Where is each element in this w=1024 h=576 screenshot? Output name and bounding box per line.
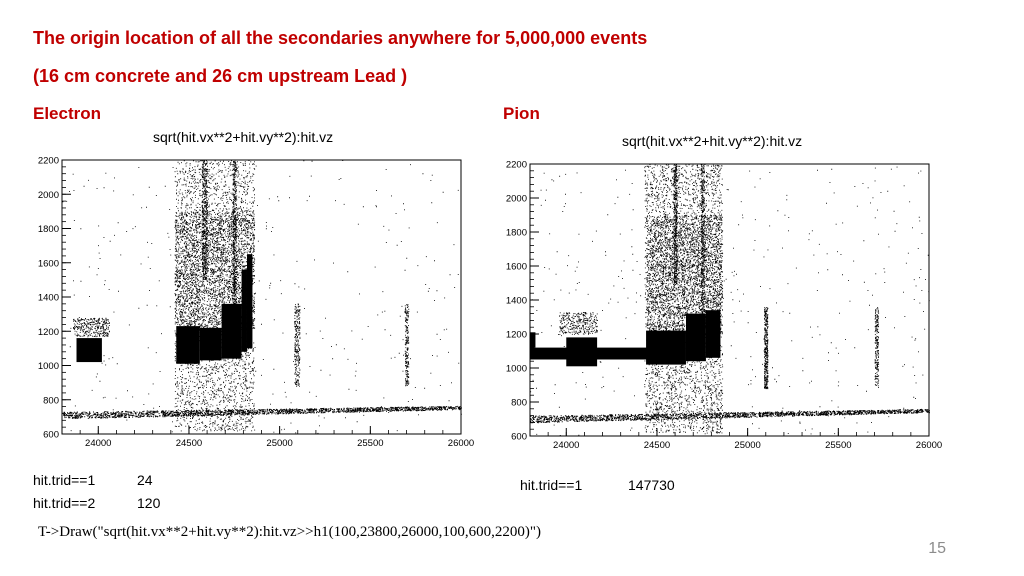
panel-label-pion: Pion <box>503 104 540 123</box>
page-number: 15 <box>928 540 946 557</box>
dense-hit-region <box>199 327 222 361</box>
dense-hit-region <box>221 303 242 359</box>
x-tick-label: 24000 <box>85 438 111 449</box>
y-tick-label: 1800 <box>506 228 527 239</box>
stat-value: 120 <box>137 495 161 511</box>
y-tick-label: 1800 <box>38 224 59 235</box>
y-tick-label: 800 <box>43 395 59 406</box>
x-tick-label: 25000 <box>734 440 760 451</box>
y-tick-label: 1000 <box>38 361 59 372</box>
dense-hit-region <box>566 337 598 367</box>
draw-command: T->Draw("sqrt(hit.vx**2+hit.vy**2):hit.v… <box>38 524 541 540</box>
y-tick-label: 2200 <box>506 160 527 171</box>
panel-label-electron: Electron <box>33 104 102 123</box>
x-tick-label: 24500 <box>644 440 670 451</box>
y-tick-label: 1400 <box>38 293 59 304</box>
y-tick-label: 2200 <box>38 156 59 167</box>
slide-title-line2: (16 cm concrete and 26 cm upstream Lead … <box>33 66 408 86</box>
dense-hit-region <box>530 332 536 348</box>
y-tick-label: 600 <box>43 430 59 441</box>
dense-hit-region <box>646 330 686 365</box>
dense-hit-region <box>705 310 721 358</box>
y-tick-label: 600 <box>511 432 527 443</box>
slide-title-line1: The origin location of all the secondari… <box>33 28 648 48</box>
stat-row: hit.trid==2 120 <box>33 495 160 511</box>
y-tick-label: 2000 <box>38 190 59 201</box>
plot-title: sqrt(hit.vx**2+hit.vy**2):hit.vz <box>622 133 803 149</box>
scatter-points <box>62 160 463 434</box>
y-tick-label: 1200 <box>38 327 59 338</box>
dense-hit-region <box>530 347 679 360</box>
y-tick-label: 1600 <box>506 262 527 273</box>
x-tick-label: 25500 <box>825 440 851 451</box>
stat-row: hit.trid==1 24 <box>33 472 153 488</box>
stat-value: 147730 <box>628 477 675 493</box>
stat-name: hit.trid==2 <box>33 495 96 511</box>
dense-hit-region <box>176 326 200 364</box>
stat-value: 24 <box>137 472 153 488</box>
scatter-points <box>530 164 930 437</box>
y-tick-label: 800 <box>511 398 527 409</box>
y-tick-label: 1400 <box>506 296 527 307</box>
sparse-hits <box>62 160 463 434</box>
stat-name: hit.trid==1 <box>33 472 96 488</box>
x-tick-label: 25500 <box>357 438 383 449</box>
stat-row: hit.trid==1 147730 <box>520 477 675 493</box>
pion-scatter-plot: 24000 24500 25000 25500 26000 600 800 1000 1200 1… <box>506 160 942 452</box>
y-tick-label: 1000 <box>506 364 527 375</box>
y-tick-label: 1600 <box>38 258 59 269</box>
x-tick-label: 24000 <box>553 440 579 451</box>
plot-title: sqrt(hit.vx**2+hit.vy**2):hit.vz <box>153 129 334 145</box>
y-tick-label: 2000 <box>506 194 527 205</box>
dense-hit-region <box>241 269 247 352</box>
electron-scatter-plot: 24000 24500 25000 25500 26000 600 800 1000 1200 1… <box>38 156 474 450</box>
dense-hit-region <box>685 313 706 362</box>
dense-hit-region <box>246 254 253 349</box>
x-tick-label: 26000 <box>916 440 942 451</box>
plot-frame <box>529 163 930 437</box>
dense-hit-region <box>76 338 102 363</box>
x-tick-label: 25000 <box>266 438 292 449</box>
y-tick-label: 1200 <box>506 330 527 341</box>
stat-name: hit.trid==1 <box>520 477 583 493</box>
x-tick-label: 24500 <box>176 438 202 449</box>
x-tick-label: 26000 <box>448 438 474 449</box>
